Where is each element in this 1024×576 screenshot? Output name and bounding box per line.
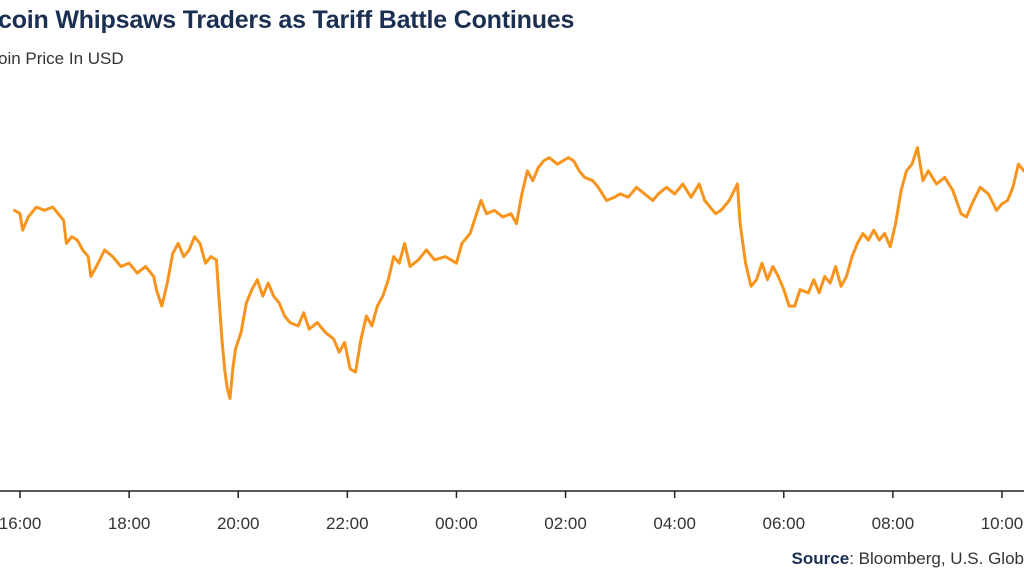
source-text: : Bloomberg, U.S. Glob xyxy=(849,549,1024,568)
x-tick-label: 18:00 xyxy=(108,514,151,533)
x-tick-label: 22:00 xyxy=(326,514,369,533)
series-line-0 xyxy=(13,146,1024,400)
chart-title: coin Whipsaws Traders as Tariff Battle C… xyxy=(0,6,575,34)
x-tick-label: 16:00 xyxy=(0,514,41,533)
x-tick-label: 08:00 xyxy=(872,514,915,533)
source-note: Source: Bloomberg, U.S. Glob xyxy=(792,549,1024,569)
chart-subtitle: oin Price In USD xyxy=(0,49,124,68)
source-label: Source xyxy=(791,549,850,568)
x-tick-label: 02:00 xyxy=(544,514,587,533)
x-tick-label: 04:00 xyxy=(653,514,696,533)
x-tick-label: 00:00 xyxy=(435,514,478,533)
x-tick-label: 20:00 xyxy=(217,514,260,533)
plot-area xyxy=(13,146,1024,400)
x-axis: 16:00 18:00 20:00 22:00 00:00 02:00 04:00 06:00… xyxy=(0,490,1024,533)
x-tick-label: 06:00 xyxy=(763,514,806,533)
x-tick-label: 10:00 xyxy=(981,514,1024,533)
